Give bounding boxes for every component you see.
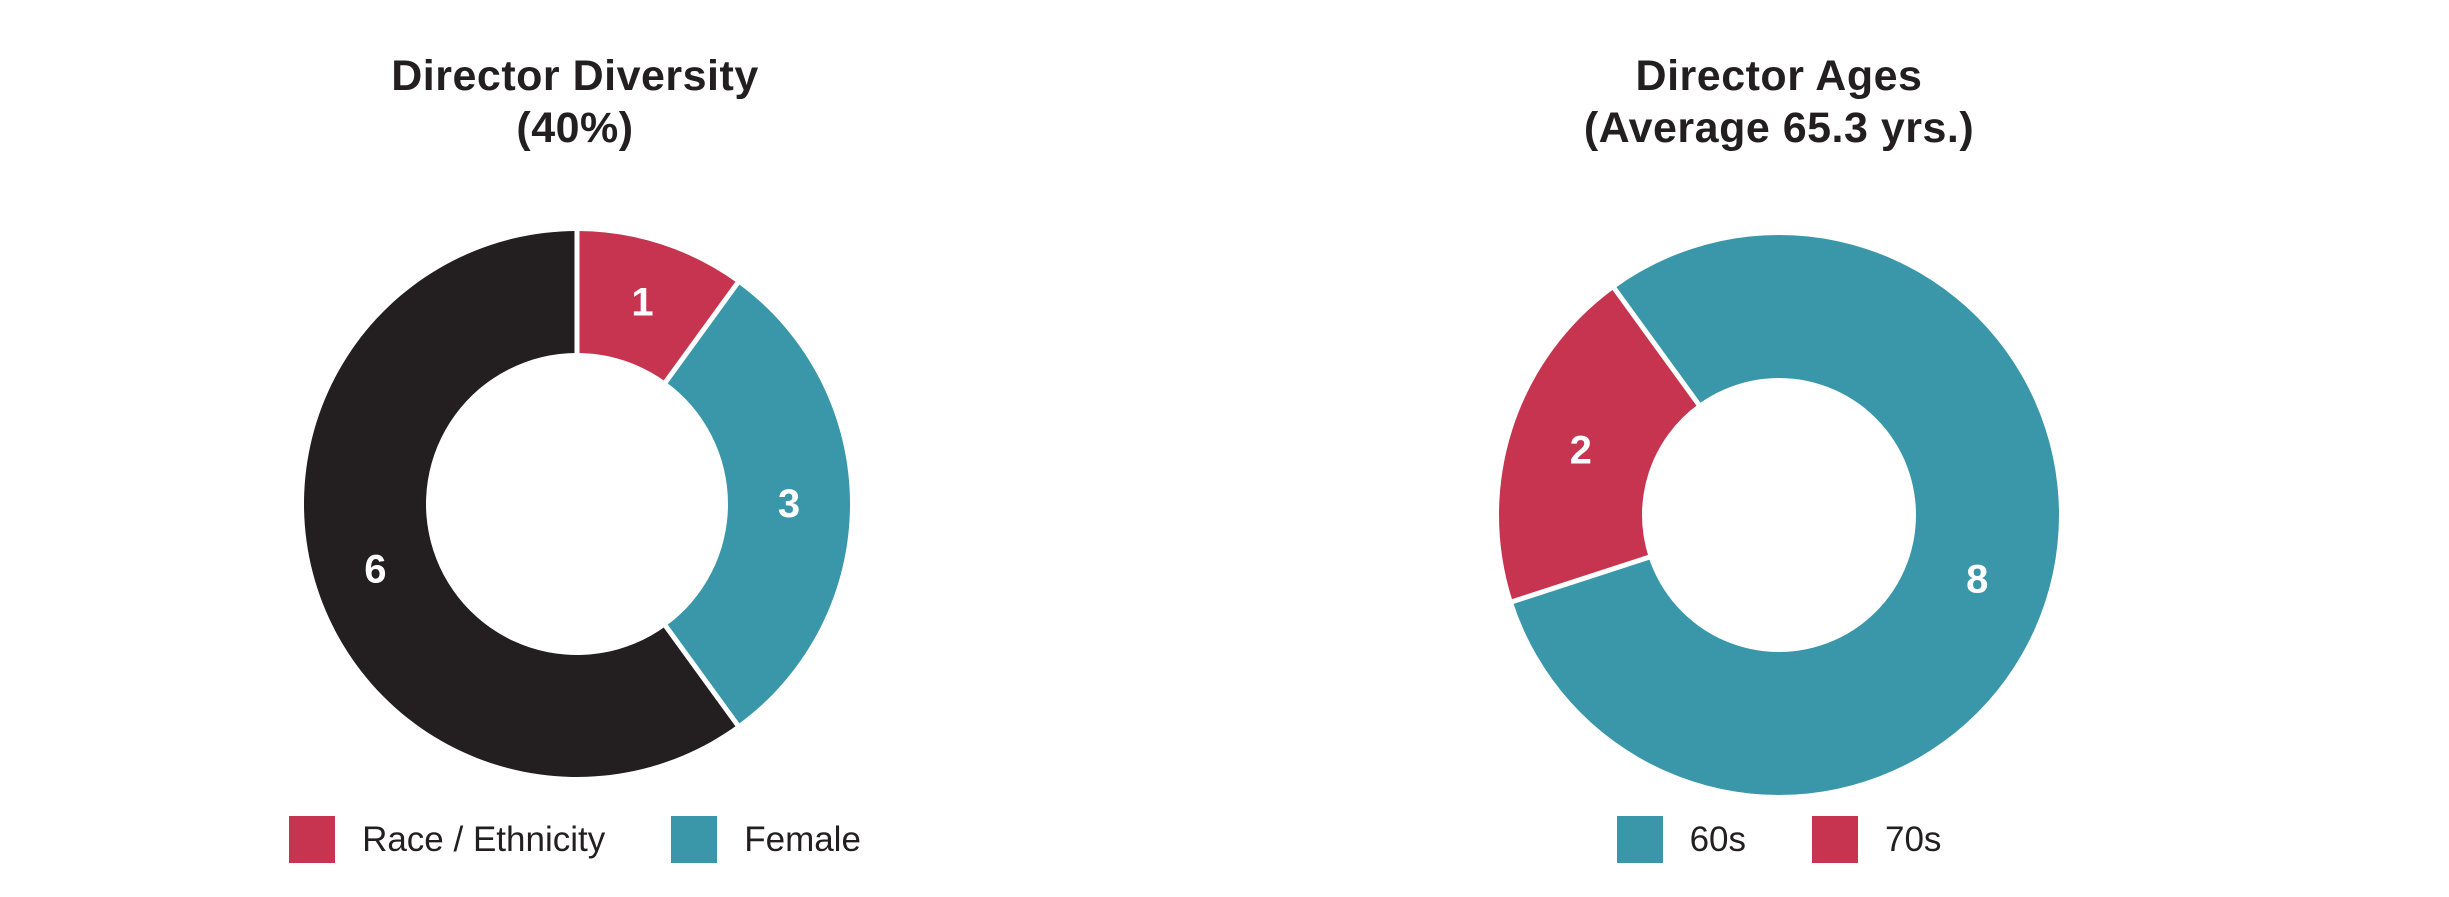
slice-data-label: 3 [778, 482, 800, 526]
donut-slice [303, 231, 738, 778]
chart-title-line2: (40%) [516, 104, 634, 153]
director-diversity-title: Director Diversity (40%) [0, 50, 1150, 155]
chart-title-line1: Director Ages [1635, 52, 1923, 100]
slice-data-label: 8 [1966, 557, 1988, 601]
race-ethnicity-label: Race / Ethnicity [362, 819, 606, 859]
donut-slice [1499, 288, 1699, 602]
70s-swatch [1812, 816, 1858, 863]
slice-separator [1509, 553, 1656, 605]
chart-title-line2: (Average 65.3 yrs.) [1583, 104, 1975, 153]
donut-slice [577, 231, 738, 382]
legend-item-60s: 60s [1616, 816, 1746, 863]
race-ethnicity-swatch [289, 816, 336, 863]
slice-data-label: 2 [1570, 429, 1592, 473]
legend-item-race-ethnicity: Race / Ethnicity [289, 816, 605, 863]
legend-item-70s: 70s [1812, 816, 1941, 863]
director-ages-title: Director Ages (Average 65.3 yrs.) [1204, 50, 2354, 155]
legend-item-female: Female [671, 816, 861, 863]
70s-label: 70s [1885, 819, 1942, 859]
director-diversity-donut-chart: 1 3 6 [303, 228, 850, 778]
director-ages-donut-chart: 82 [1499, 235, 2059, 796]
slice-separator [660, 279, 742, 389]
female-swatch [671, 816, 718, 863]
donut-slice [665, 283, 850, 725]
slice-data-label: 1 [631, 280, 653, 324]
chart-title-line1: Director Diversity [391, 52, 759, 100]
donut-slice [1512, 235, 2059, 796]
slice-data-label: 6 [364, 548, 386, 592]
female-label: Female [744, 819, 861, 859]
slice-separator [660, 619, 742, 729]
60s-swatch [1616, 816, 1663, 863]
slice-separator [1610, 284, 1705, 411]
60s-label: 60s [1689, 819, 1746, 859]
director-diversity-legend: Race / Ethnicity Female [0, 816, 1150, 863]
director-ages-legend: 60s 70s [1204, 816, 2354, 863]
